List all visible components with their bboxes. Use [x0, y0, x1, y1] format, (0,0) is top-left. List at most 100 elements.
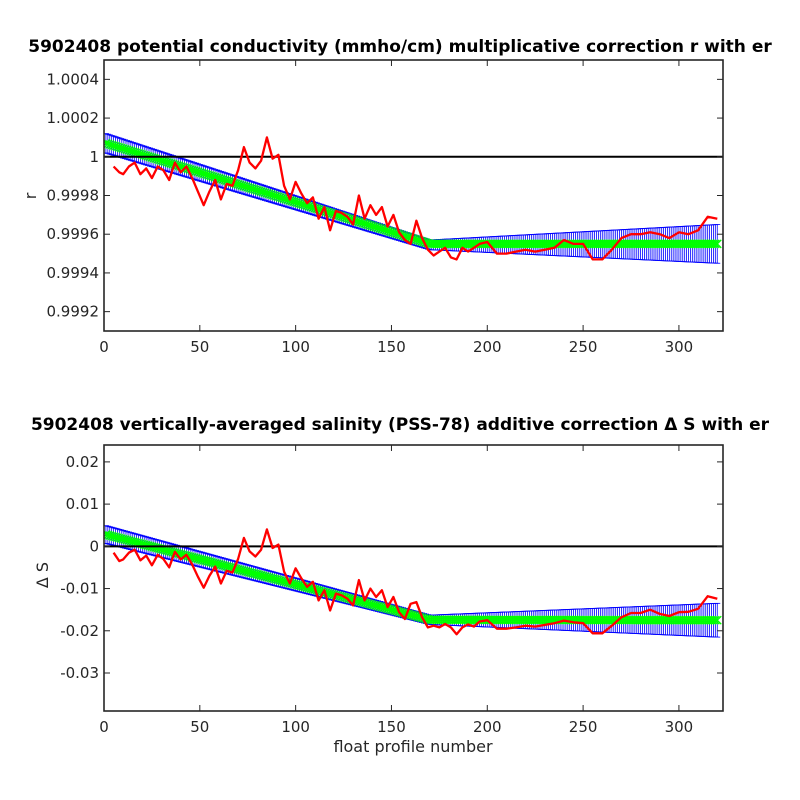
fit-marker [199, 555, 209, 565]
fit-marker [396, 607, 406, 617]
fit-marker [289, 197, 299, 207]
fit-marker [216, 560, 226, 570]
fit-marker [111, 141, 120, 151]
y-tick-label: 1.0004 [47, 70, 100, 88]
fit-marker [371, 601, 381, 611]
y-tick-label: 1.0002 [47, 109, 100, 127]
fit-marker [191, 553, 201, 563]
fit-marker [247, 568, 257, 578]
fit-marker [218, 560, 228, 570]
fit-marker [193, 167, 203, 177]
x-tick-label: 150 [377, 338, 406, 356]
fit-marker [128, 537, 138, 547]
x-tick-label: 250 [569, 338, 598, 356]
fit-marker [195, 554, 205, 564]
axes-box [103, 59, 724, 332]
fit-marker [122, 145, 132, 155]
fit-marker [191, 166, 201, 176]
fit-marker [268, 573, 278, 583]
fit-marker [270, 574, 280, 584]
fit-marker [222, 561, 232, 571]
fit-marker [118, 144, 128, 154]
chart-title-top: 5902408 potential conductivity (mmho/cm)… [28, 37, 772, 57]
fit-marker [204, 557, 214, 567]
fit-marker [377, 224, 387, 234]
fit-marker [258, 571, 268, 581]
fit-marker [354, 596, 364, 606]
plot-area [104, 133, 723, 264]
fit-marker [208, 558, 218, 568]
chart-title-bottom: 5902408 vertically-averaged salinity (PS… [31, 415, 770, 435]
fit-marker [417, 237, 427, 246]
fit-marker [185, 164, 195, 174]
fit-marker [262, 572, 272, 582]
fit-marker [360, 598, 370, 608]
fit-marker [341, 213, 350, 223]
x-axis-label-bottom: float profile number [333, 737, 493, 756]
x-tick-label: 250 [569, 718, 598, 736]
fit-marker [266, 189, 276, 199]
fit-marker [316, 586, 326, 596]
fit-marker [371, 222, 381, 232]
y-tick-label: 0.9992 [47, 303, 100, 321]
fit-marker [364, 599, 373, 609]
fit-marker [354, 217, 364, 227]
fit-marker [218, 175, 228, 185]
fit-marker [385, 604, 395, 614]
y-tick-label: 0.9998 [47, 187, 100, 205]
fit-marker [708, 615, 718, 625]
ticks: 0 50 100 150 200 250 300 0.9992 0.9994 0.9996 0.99… [47, 60, 723, 356]
fit-marker [116, 534, 126, 544]
fit-marker [252, 569, 262, 579]
fit-marker [231, 179, 241, 189]
fit-marker [130, 537, 140, 547]
fit-marker [385, 226, 395, 236]
fit-marker [233, 179, 243, 189]
fit-marker [203, 170, 212, 180]
fit-marker [712, 239, 722, 249]
fit-marker [189, 166, 199, 176]
fit-marker [139, 150, 149, 160]
fit-marker [185, 552, 195, 562]
fit-marker [112, 142, 122, 152]
y-tick-label: -0.02 [60, 622, 99, 640]
fit-marker [222, 176, 232, 186]
fit-marker [277, 193, 287, 203]
fit-marker [235, 180, 245, 190]
fit-marker [206, 171, 216, 181]
fit-marker [206, 557, 216, 567]
fit-marker [124, 536, 134, 546]
fit-marker [168, 547, 178, 557]
x-tick-label: 100 [281, 718, 310, 736]
fit-marker [210, 172, 220, 182]
fit-marker [287, 579, 297, 588]
x-tick-label: 0 [99, 718, 109, 736]
fit-marker [300, 582, 310, 592]
fit-marker [235, 565, 245, 575]
y-tick-label: 0.02 [66, 453, 99, 471]
fit-marker [164, 158, 174, 168]
fit-marker [327, 209, 337, 218]
fit-marker [220, 175, 230, 185]
fit-marker [141, 151, 151, 161]
fit-marker [162, 546, 172, 556]
fit-marker [275, 192, 285, 202]
fit-marker [197, 168, 207, 178]
fit-marker [408, 610, 418, 620]
fit-marker [388, 605, 398, 615]
fit-marker [387, 227, 396, 237]
fit-marker [365, 599, 375, 609]
fit-marker [111, 532, 120, 542]
fit-marker [409, 611, 419, 621]
fit-marker [245, 567, 255, 577]
fit-marker [325, 589, 335, 599]
fit-marker [151, 543, 161, 553]
fit-marker [239, 181, 249, 191]
fit-marker [164, 546, 174, 556]
fit-marker [710, 239, 720, 249]
fit-marker [362, 598, 372, 608]
fit-marker [237, 565, 247, 575]
fit-marker [224, 562, 234, 572]
fit-marker [216, 174, 226, 184]
